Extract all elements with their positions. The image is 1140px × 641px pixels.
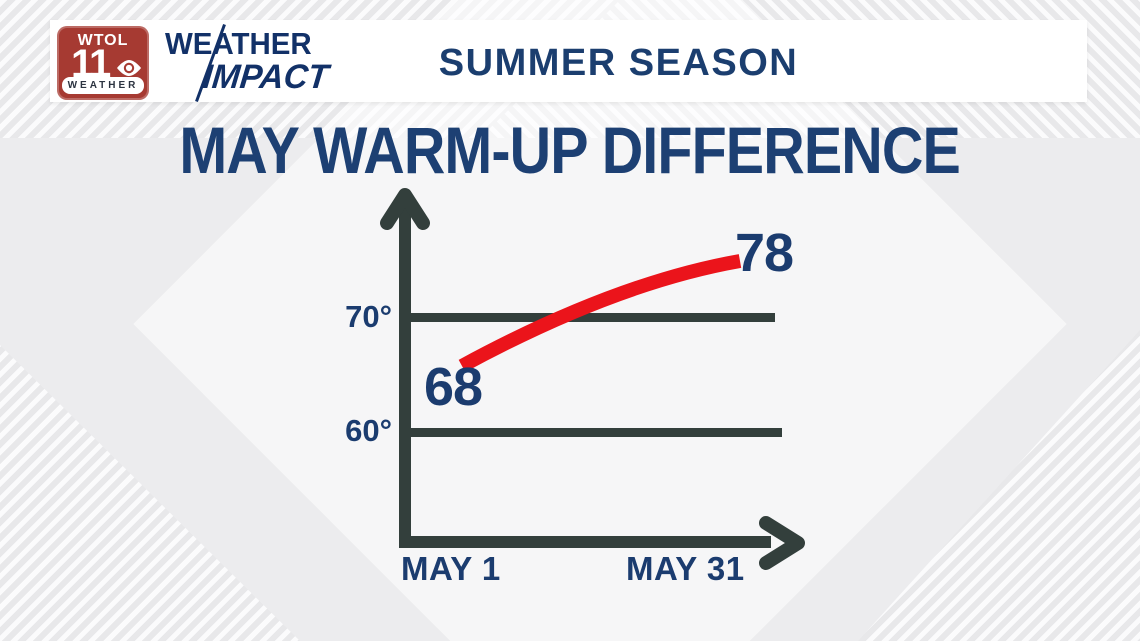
cbs-eye-icon bbox=[117, 60, 141, 76]
season-banner: SUMMER SEASON bbox=[438, 42, 799, 84]
y-tick-70: 70° bbox=[345, 299, 392, 334]
gridline-60 bbox=[400, 428, 782, 437]
x-axis bbox=[399, 536, 771, 548]
station-logo: WTOL 11 WEATHER bbox=[57, 26, 149, 100]
y-tick-60: 60° bbox=[345, 413, 392, 448]
page-title: MAY WARM-UP DIFFERENCE bbox=[179, 113, 961, 187]
station-tagline-pill: WEATHER bbox=[62, 77, 144, 94]
trend-line bbox=[458, 254, 742, 373]
program-logo-line1: WEATHER bbox=[165, 26, 312, 61]
y-axis bbox=[399, 204, 411, 548]
station-tagline: WEATHER bbox=[67, 80, 139, 91]
y-axis-arrow-icon bbox=[380, 188, 430, 230]
data-label-start: 68 bbox=[424, 357, 483, 417]
data-label-end: 78 bbox=[735, 223, 794, 283]
gridline-70 bbox=[400, 313, 775, 322]
program-logo: WEATHER IMPACT bbox=[165, 23, 365, 103]
station-name: WTOL bbox=[77, 32, 129, 49]
x-label-may31: MAY 31 bbox=[626, 550, 745, 587]
page-title-wrap: MAY WARM-UP DIFFERENCE bbox=[0, 112, 1140, 188]
x-axis-arrow-icon bbox=[759, 516, 805, 570]
x-label-may1: MAY 1 bbox=[401, 550, 501, 587]
header-band bbox=[50, 20, 1087, 102]
